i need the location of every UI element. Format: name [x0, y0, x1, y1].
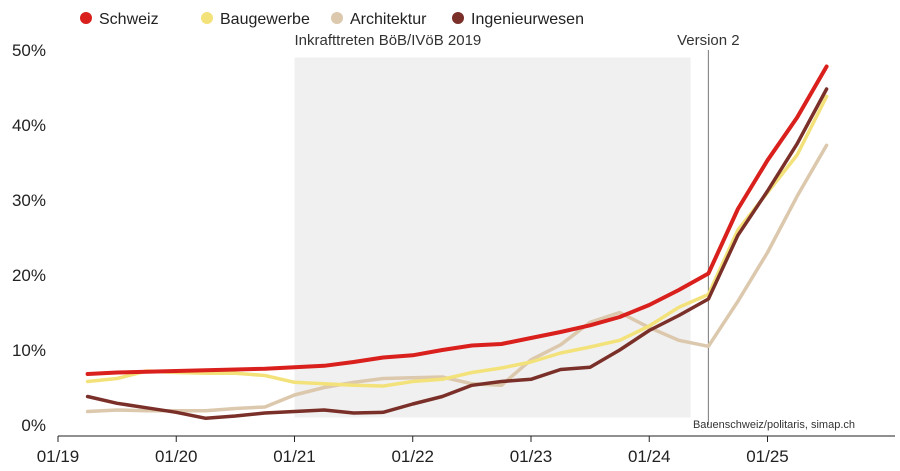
x-tick-label: 01/25 [746, 447, 789, 466]
legend: Schweiz Baugewerbe Architektur Ingenieurwes… [80, 11, 584, 28]
shaded-period-band [294, 57, 691, 418]
y-tick-label: 30% [12, 191, 46, 210]
y-tick-label: 20% [12, 266, 46, 285]
series-line-architektur [85, 143, 829, 414]
legend-label: Architektur [350, 11, 427, 28]
version-2-label: Version 2 [677, 32, 740, 49]
y-tick-label: 10% [12, 341, 46, 360]
source-note: Bauenschweiz/politaris, simap.ch [693, 419, 855, 431]
x-tick-label: 01/22 [391, 447, 434, 466]
legend-marker [452, 12, 464, 24]
x-tick-label: 01/20 [155, 447, 198, 466]
legend-item-ingenieurwesen: Ingenieurwesen [452, 11, 584, 28]
legend-label: Schweiz [99, 11, 159, 28]
y-tick-label: 50% [12, 41, 46, 60]
series-line-baugewerbe [85, 94, 829, 388]
series-line-ingenieurwesen [85, 87, 829, 421]
legend-item-architektur: Architektur [331, 11, 427, 28]
y-tick-label: 0% [21, 416, 46, 435]
series-lines-layer [85, 64, 829, 421]
x-tick-label: 01/23 [510, 447, 553, 466]
x-tick-label: 01/24 [628, 447, 671, 466]
shaded-period-label: Inkrafttreten BöB/IVöB 2019 [294, 32, 481, 49]
x-tick-label: 01/21 [273, 447, 316, 466]
legend-label: Baugewerbe [220, 11, 310, 28]
y-tick-label: 40% [12, 116, 46, 135]
legend-label: Ingenieurwesen [471, 11, 584, 28]
annotation-text-layer: Inkrafttreten BöB/IVöB 2019 Version 2 Baue… [294, 32, 855, 431]
x-tick-label: 01/19 [37, 447, 80, 466]
series-line-schweiz [85, 64, 829, 376]
legend-item-schweiz: Schweiz [80, 11, 159, 28]
legend-marker [201, 12, 213, 24]
legend-marker [80, 12, 92, 24]
shaded-period-layer [294, 57, 691, 418]
legend-item-baugewerbe: Baugewerbe [201, 11, 310, 28]
legend-marker [331, 12, 343, 24]
axes-layer: 0% 10% 20% 30% 40% 50% 01/19 01/20 01/21 01/22 01/… [12, 41, 895, 466]
